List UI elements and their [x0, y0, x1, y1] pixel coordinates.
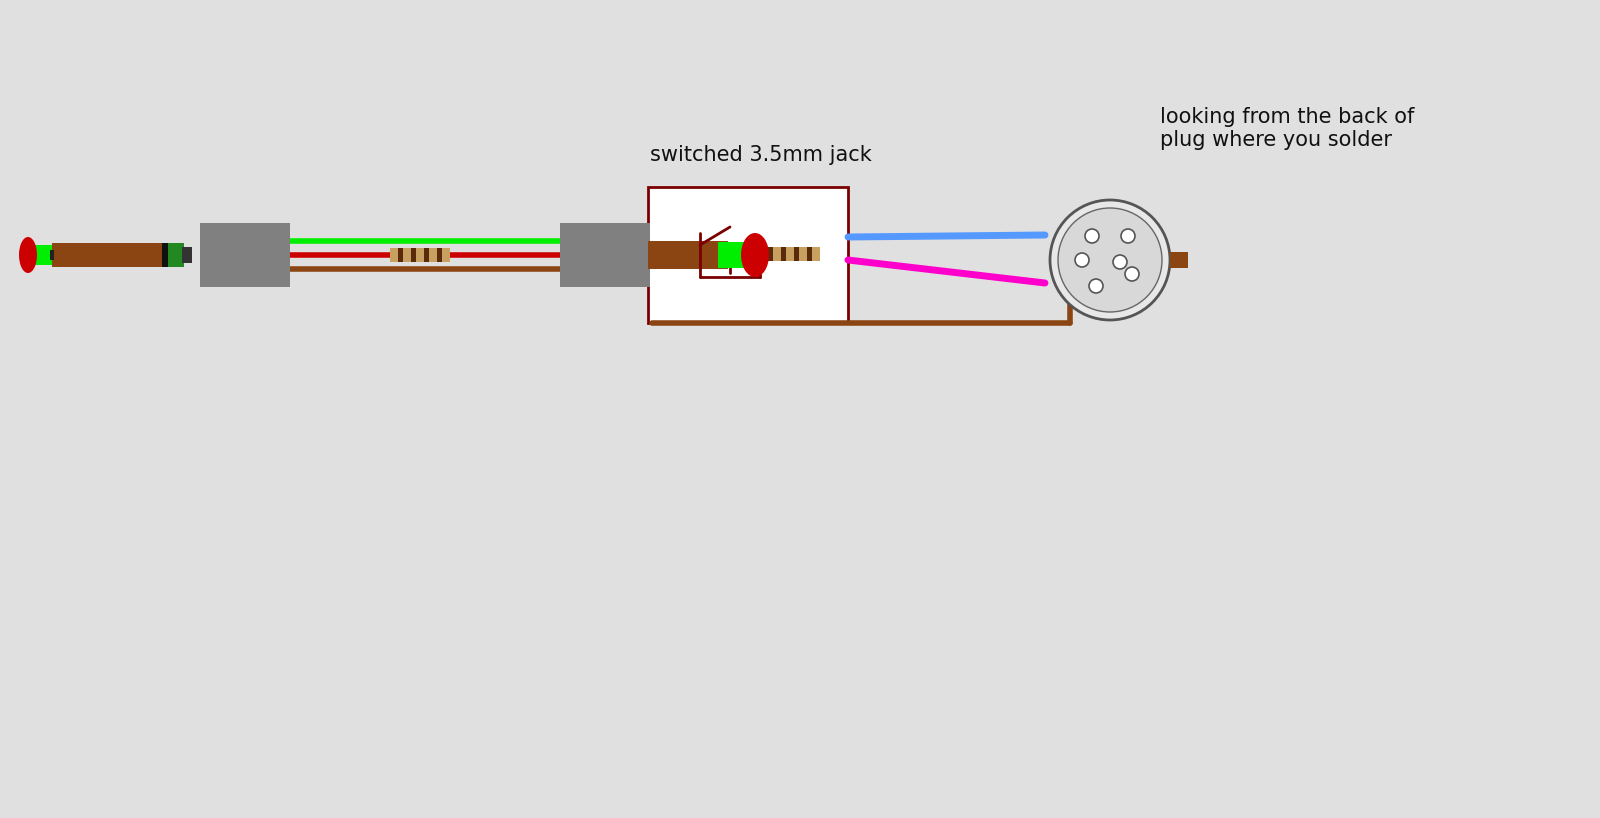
Bar: [200, 223, 290, 287]
Ellipse shape: [19, 237, 37, 273]
Bar: [1170, 252, 1187, 268]
Bar: [648, 187, 848, 323]
Circle shape: [1125, 267, 1139, 281]
Bar: [560, 223, 650, 287]
Bar: [51, 243, 182, 267]
Bar: [390, 248, 450, 262]
Circle shape: [1085, 229, 1099, 243]
Bar: [166, 243, 184, 267]
Bar: [437, 248, 442, 262]
Bar: [411, 248, 416, 262]
Bar: [806, 247, 811, 261]
Bar: [760, 247, 819, 261]
Text: switched 3.5mm jack: switched 3.5mm jack: [650, 145, 872, 165]
Circle shape: [1058, 208, 1162, 312]
Circle shape: [1114, 255, 1126, 269]
Bar: [398, 248, 403, 262]
Bar: [794, 247, 798, 261]
Ellipse shape: [741, 233, 770, 277]
Circle shape: [1050, 200, 1170, 320]
Bar: [424, 248, 429, 262]
Bar: [781, 247, 786, 261]
Bar: [718, 242, 746, 268]
Text: looking from the back of
plug where you solder: looking from the back of plug where you …: [1160, 107, 1414, 150]
Bar: [30, 245, 51, 265]
Bar: [182, 247, 192, 263]
Circle shape: [1122, 229, 1134, 243]
Bar: [50, 250, 54, 260]
Circle shape: [1090, 279, 1102, 293]
Bar: [648, 241, 728, 269]
Bar: [768, 247, 773, 261]
Bar: [162, 243, 168, 267]
Circle shape: [1075, 253, 1090, 267]
